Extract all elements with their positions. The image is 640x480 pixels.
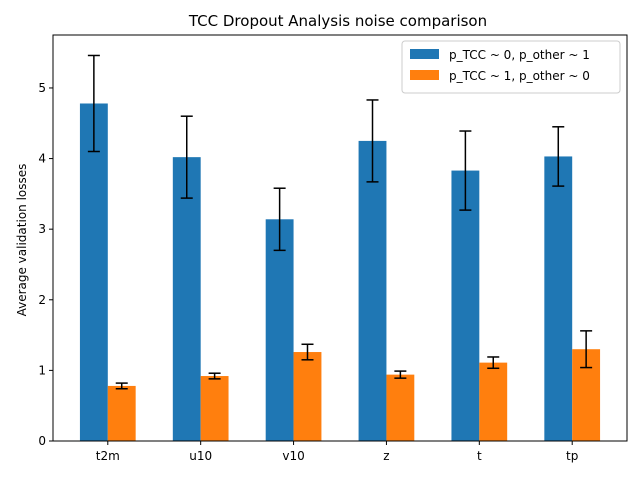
bar-u10-series-1 — [200, 376, 229, 441]
y-tick-label: 1 — [38, 363, 46, 377]
x-tick-label-tp: tp — [566, 449, 578, 463]
bar-tp-series-0 — [544, 156, 573, 441]
plot-frame — [52, 34, 628, 442]
x-tick-label-t2m: t2m — [96, 449, 120, 463]
plot-area: 0 1 2 3 4 5 t2m u10 v10 z t tp — [38, 54, 601, 463]
x-tick-label-u10: u10 — [189, 449, 212, 463]
bar-t-series-0 — [451, 170, 480, 441]
bar-z-series-0 — [358, 140, 387, 442]
legend-swatch-series-0 — [410, 49, 439, 59]
y-tick-label: 5 — [38, 81, 46, 95]
legend: p_TCC ~ 0, p_other ~ 1 p_TCC ~ 1, p_other… — [401, 40, 621, 94]
bar-u10-series-0 — [172, 157, 201, 441]
chart-title: TCC Dropout Analysis noise comparison — [188, 12, 487, 30]
legend-label-series-0: p_TCC ~ 0, p_other ~ 1 — [449, 48, 590, 62]
x-tick-label-t: t — [477, 449, 482, 463]
legend-box — [401, 40, 621, 94]
x-tick-label-v10: v10 — [282, 449, 304, 463]
y-tick-label: 0 — [38, 434, 46, 448]
legend-label-series-1: p_TCC ~ 1, p_other ~ 0 — [449, 69, 590, 83]
y-axis-label: Average validation losses — [15, 164, 29, 317]
bar-t2m-series-0 — [79, 103, 108, 442]
bar-v10-series-0 — [265, 219, 294, 441]
bar-t-series-1 — [479, 362, 508, 441]
legend-swatch-series-1 — [410, 70, 439, 80]
y-tick-label: 2 — [38, 293, 46, 307]
y-tick-label: 4 — [38, 152, 46, 166]
bar-t2m-series-1 — [107, 385, 136, 441]
bar-v10-series-1 — [293, 352, 322, 441]
bar-z-series-1 — [386, 374, 415, 441]
y-tick-label: 3 — [38, 222, 46, 236]
x-tick-label-z: z — [383, 449, 389, 463]
